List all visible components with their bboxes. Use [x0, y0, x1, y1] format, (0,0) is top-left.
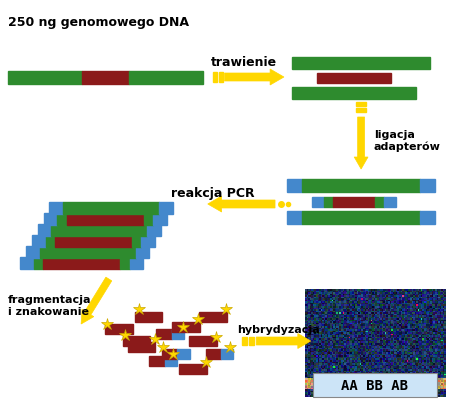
Bar [178, 349, 190, 359]
Bar [128, 342, 155, 352]
Bar [8, 72, 82, 85]
FancyArrow shape [256, 334, 311, 348]
Bar [172, 322, 200, 332]
Bar [45, 235, 55, 247]
Bar [67, 213, 144, 225]
Bar [316, 74, 391, 84]
FancyArrow shape [208, 196, 275, 213]
Bar [132, 235, 142, 247]
Bar [44, 213, 57, 225]
Bar [206, 349, 221, 359]
Bar [218, 73, 223, 83]
FancyArrow shape [81, 277, 112, 324]
Bar [292, 88, 415, 100]
Bar [420, 211, 435, 225]
FancyArrow shape [224, 70, 284, 86]
Bar [147, 225, 161, 237]
Text: reakcja PCR: reakcja PCR [171, 186, 255, 200]
Bar [123, 336, 150, 346]
Bar [420, 180, 435, 192]
Bar [292, 58, 431, 70]
Text: AA BB AB: AA BB AB [342, 378, 409, 392]
Bar [242, 337, 247, 345]
Text: hybrydyzacja: hybrydyzacja [238, 324, 321, 334]
Bar [162, 349, 178, 359]
Bar [356, 103, 366, 107]
Bar [153, 213, 167, 225]
Bar [311, 198, 323, 207]
FancyArrow shape [354, 118, 368, 170]
Bar [32, 235, 45, 247]
Bar [302, 211, 420, 225]
Bar [384, 198, 396, 207]
Bar [179, 364, 207, 374]
Text: 250 ng genomowego DNA: 250 ng genomowego DNA [8, 16, 189, 29]
Bar [130, 257, 143, 269]
Bar [38, 225, 51, 237]
Bar [82, 72, 129, 85]
Bar [55, 235, 132, 247]
Bar [20, 257, 33, 269]
Bar [142, 235, 155, 247]
Bar [356, 109, 366, 113]
Bar [323, 198, 333, 207]
Bar [49, 203, 63, 215]
Bar [287, 211, 302, 225]
FancyBboxPatch shape [313, 373, 437, 397]
Bar [249, 337, 254, 345]
Bar [39, 246, 136, 258]
Bar [43, 257, 120, 269]
Bar [213, 73, 217, 83]
Bar [26, 246, 39, 258]
Bar [164, 356, 177, 366]
Bar [199, 312, 227, 322]
Bar [287, 180, 302, 192]
Bar [156, 329, 172, 339]
Bar [57, 213, 67, 225]
Bar [105, 324, 132, 334]
Bar [135, 312, 162, 322]
Bar [375, 198, 384, 207]
Bar [51, 225, 147, 237]
Bar [33, 257, 43, 269]
Bar [63, 203, 159, 215]
Bar [159, 203, 173, 215]
Bar [172, 329, 184, 339]
Bar [129, 72, 203, 85]
Bar [302, 180, 420, 192]
Bar [144, 213, 153, 225]
Bar [120, 257, 130, 269]
Text: trawienie: trawienie [211, 56, 278, 69]
Text: ligacja
adapterów: ligacja adapterów [374, 130, 441, 152]
Bar [149, 356, 164, 366]
Bar [333, 198, 375, 207]
Bar [136, 246, 149, 258]
Text: fragmentacja
i znakowanie: fragmentacja i znakowanie [8, 294, 92, 316]
Bar [221, 349, 234, 359]
Bar [189, 336, 217, 346]
